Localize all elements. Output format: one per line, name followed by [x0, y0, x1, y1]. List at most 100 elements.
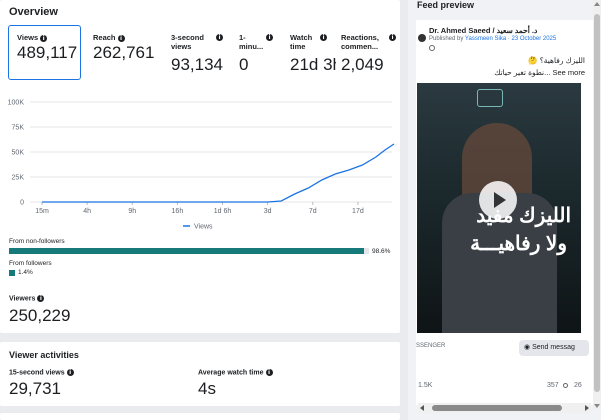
scroll-right-arrow[interactable]: [585, 405, 589, 411]
messenger-label: SSENGER: [416, 343, 446, 349]
avatar[interactable]: [418, 34, 426, 42]
caption-line-2[interactable]: نطوة تغير حياتك... See more: [494, 68, 585, 77]
x-tick-label: 15m: [35, 208, 49, 215]
followers-bar: [9, 270, 15, 276]
metric-label: Reactions, commen...: [341, 33, 379, 51]
post-date[interactable]: 23 October 2025: [511, 36, 557, 42]
info-icon[interactable]: i: [265, 369, 273, 376]
metric-value: 489,117: [17, 43, 78, 62]
views15-value: 29,731: [9, 379, 61, 398]
info-icon[interactable]: i: [389, 34, 396, 41]
metric-label: 3-second views: [171, 33, 204, 51]
metric-views[interactable]: Views i 489,117: [8, 25, 81, 80]
info-icon[interactable]: i: [66, 369, 74, 376]
post-card: Dr. Ahmed Saeed / د. أحمد سعيد Published…: [416, 20, 601, 405]
vertical-scroll-thumb[interactable]: [594, 14, 600, 392]
metric-3s-views[interactable]: 3-second views i 93,134: [171, 25, 226, 80]
clinic-logo: [477, 89, 503, 107]
info-icon[interactable]: i: [320, 34, 327, 41]
metric-label: Watch time: [290, 33, 313, 51]
y-tick-label: 75K: [12, 125, 25, 132]
info-icon[interactable]: i: [37, 295, 45, 302]
publisher-name[interactable]: Yassmeen Sika: [464, 36, 507, 42]
y-tick-label: 0: [20, 200, 24, 207]
metric-reactions[interactable]: Reactions, commen... i 2,049: [341, 25, 397, 80]
followers-bar-fill: [9, 270, 15, 276]
non-followers-bar: [9, 248, 369, 254]
viewer-activities-card: Viewer activities 15-second views i 29,73…: [0, 342, 400, 406]
x-tick-label: 17d: [352, 208, 364, 215]
published-by: Published by: [429, 36, 464, 42]
y-tick-label: 50K: [12, 150, 25, 157]
scroll-left-arrow[interactable]: [420, 405, 424, 411]
metric-value: 93,134: [171, 55, 223, 74]
horizontal-scrollbar[interactable]: [418, 403, 591, 413]
video-text-1: الليزك مفيد: [476, 205, 571, 227]
non-followers-pct: 98.6%: [372, 248, 391, 255]
views15-label-wrap: 15-second views i: [9, 369, 74, 376]
send-message-button[interactable]: ◉ Send messag: [519, 340, 589, 356]
metric-1min-views[interactable]: 1-minu... i 0: [239, 25, 274, 80]
non-followers-label: From non-followers: [9, 238, 65, 245]
legend-label: Views: [194, 224, 213, 231]
vertical-scrollbar[interactable]: [593, 0, 601, 410]
publish-dots: ·: [507, 36, 510, 42]
followers-pct: 1.4%: [18, 269, 33, 276]
horizontal-scroll-thumb[interactable]: [432, 405, 562, 411]
x-tick-label: 16h: [172, 208, 184, 215]
play-icon: [494, 192, 506, 208]
published-line: Published by Yassmeen Sika · 23 October …: [429, 36, 556, 42]
scroll-down-arrow[interactable]: [594, 404, 600, 408]
y-tick-label: 100K: [8, 100, 25, 107]
scroll-up-arrow[interactable]: [594, 2, 600, 6]
send-message-label: Send messag: [532, 344, 575, 351]
followers-label: From followers: [9, 260, 52, 267]
comment-icon: [563, 383, 568, 388]
metric-label: Reach: [93, 33, 116, 42]
globe-icon: [429, 45, 435, 51]
views-chart: 0 25K 50K 75K 100K 15m 4h 9h 16h 1d 6h 3d 7d 17d View…: [8, 100, 395, 231]
x-tick-label: 1d 6h: [214, 208, 232, 215]
play-button[interactable]: [479, 181, 517, 219]
avg-watch-label: Average watch time: [198, 369, 264, 377]
author-name[interactable]: Dr. Ahmed Saeed / د. أحمد سعيد: [429, 26, 538, 35]
metric-watch-time[interactable]: Watch time i 21d 3h: [290, 25, 336, 80]
likes-count[interactable]: 1.5K: [418, 382, 433, 389]
caption-line-1: الليزك رفاهية؟ 🤔: [528, 56, 585, 65]
avg-watch-value: 4s: [198, 379, 216, 398]
overview-title: Overview: [9, 6, 58, 18]
messenger-icon: ◉: [524, 344, 533, 351]
x-tick-label: 9h: [128, 208, 136, 215]
avg-label-wrap: Average watch time i: [198, 369, 273, 376]
next-card: [0, 413, 400, 420]
y-tick-label: 25K: [12, 175, 25, 182]
info-icon[interactable]: i: [117, 34, 125, 42]
info-icon[interactable]: i: [216, 34, 223, 41]
x-tick-label: 7d: [309, 208, 317, 215]
feed-preview-title: Feed preview: [417, 0, 475, 10]
metric-value: 0: [239, 55, 249, 74]
metric-value: 2,049: [341, 55, 384, 74]
metric-value: 262,761: [93, 43, 155, 62]
metric-value: 21d 3h: [290, 55, 336, 74]
overview-card: Overview Views i 489,117 Reach i 262,761 3…: [0, 0, 400, 333]
viewers-label: Viewers: [9, 295, 36, 303]
info-icon[interactable]: i: [40, 34, 48, 42]
views15-label: 15-second views: [9, 369, 65, 377]
shares-count[interactable]: 26: [574, 382, 582, 389]
x-tick-label: 3d: [264, 208, 272, 215]
metric-label: 1-minu...: [239, 33, 264, 51]
activities-title: Viewer activities: [9, 350, 79, 360]
non-followers-bar-fill: [9, 248, 364, 254]
viewers-value: 250,229: [9, 306, 71, 325]
video-text-2: ولا رفاهيـــة: [470, 233, 567, 255]
metric-reach[interactable]: Reach i 262,761: [93, 25, 163, 80]
info-icon[interactable]: i: [266, 34, 273, 41]
x-tick-label: 4h: [83, 208, 91, 215]
series-line-views: [42, 143, 395, 203]
comments-count[interactable]: 357: [547, 382, 559, 389]
viewers-label-wrap: Viewers i: [9, 295, 45, 303]
video-player[interactable]: الليزك مفيد ولا رفاهيـــة: [417, 83, 581, 333]
feed-preview-panel: Feed preview Dr. Ahmed Saeed / د. أحمد س…: [408, 0, 601, 420]
metric-label: Views: [17, 33, 39, 42]
